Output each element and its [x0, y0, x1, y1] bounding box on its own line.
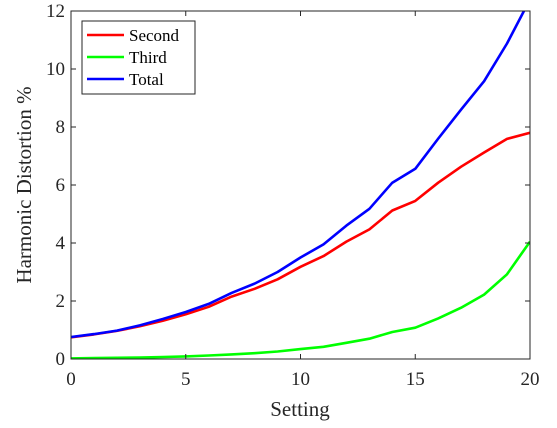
- legend: Second Third Total: [81, 20, 196, 95]
- x-tick-label: 15: [406, 369, 425, 390]
- x-tick-label: 10: [291, 369, 310, 390]
- legend-label-total: Total: [129, 70, 164, 89]
- legend-label-second: Second: [129, 26, 180, 45]
- x-tick-label: 5: [181, 369, 191, 390]
- y-tick-label: 0: [56, 349, 66, 370]
- y-tick-label: 2: [56, 291, 66, 312]
- x-axis-label: Setting: [270, 397, 330, 421]
- series-line-third: [71, 240, 530, 359]
- x-tick-label: 20: [521, 369, 540, 390]
- y-tick-label: 12: [46, 1, 65, 22]
- y-axis-label: Harmonic Distortion %: [12, 86, 36, 283]
- y-tick-label: 4: [56, 233, 66, 254]
- x-tick-label: 0: [66, 369, 76, 390]
- legend-label-third: Third: [129, 48, 167, 67]
- y-tick-label: 8: [56, 117, 66, 138]
- series-line-total: [71, 11, 526, 339]
- series-layer: [71, 11, 530, 359]
- ticks-layer: 0 5 10 15 20 0 2 4 6 8 10 12: [46, 1, 540, 390]
- y-tick-label: 10: [46, 59, 65, 80]
- y-tick-label: 6: [56, 175, 66, 196]
